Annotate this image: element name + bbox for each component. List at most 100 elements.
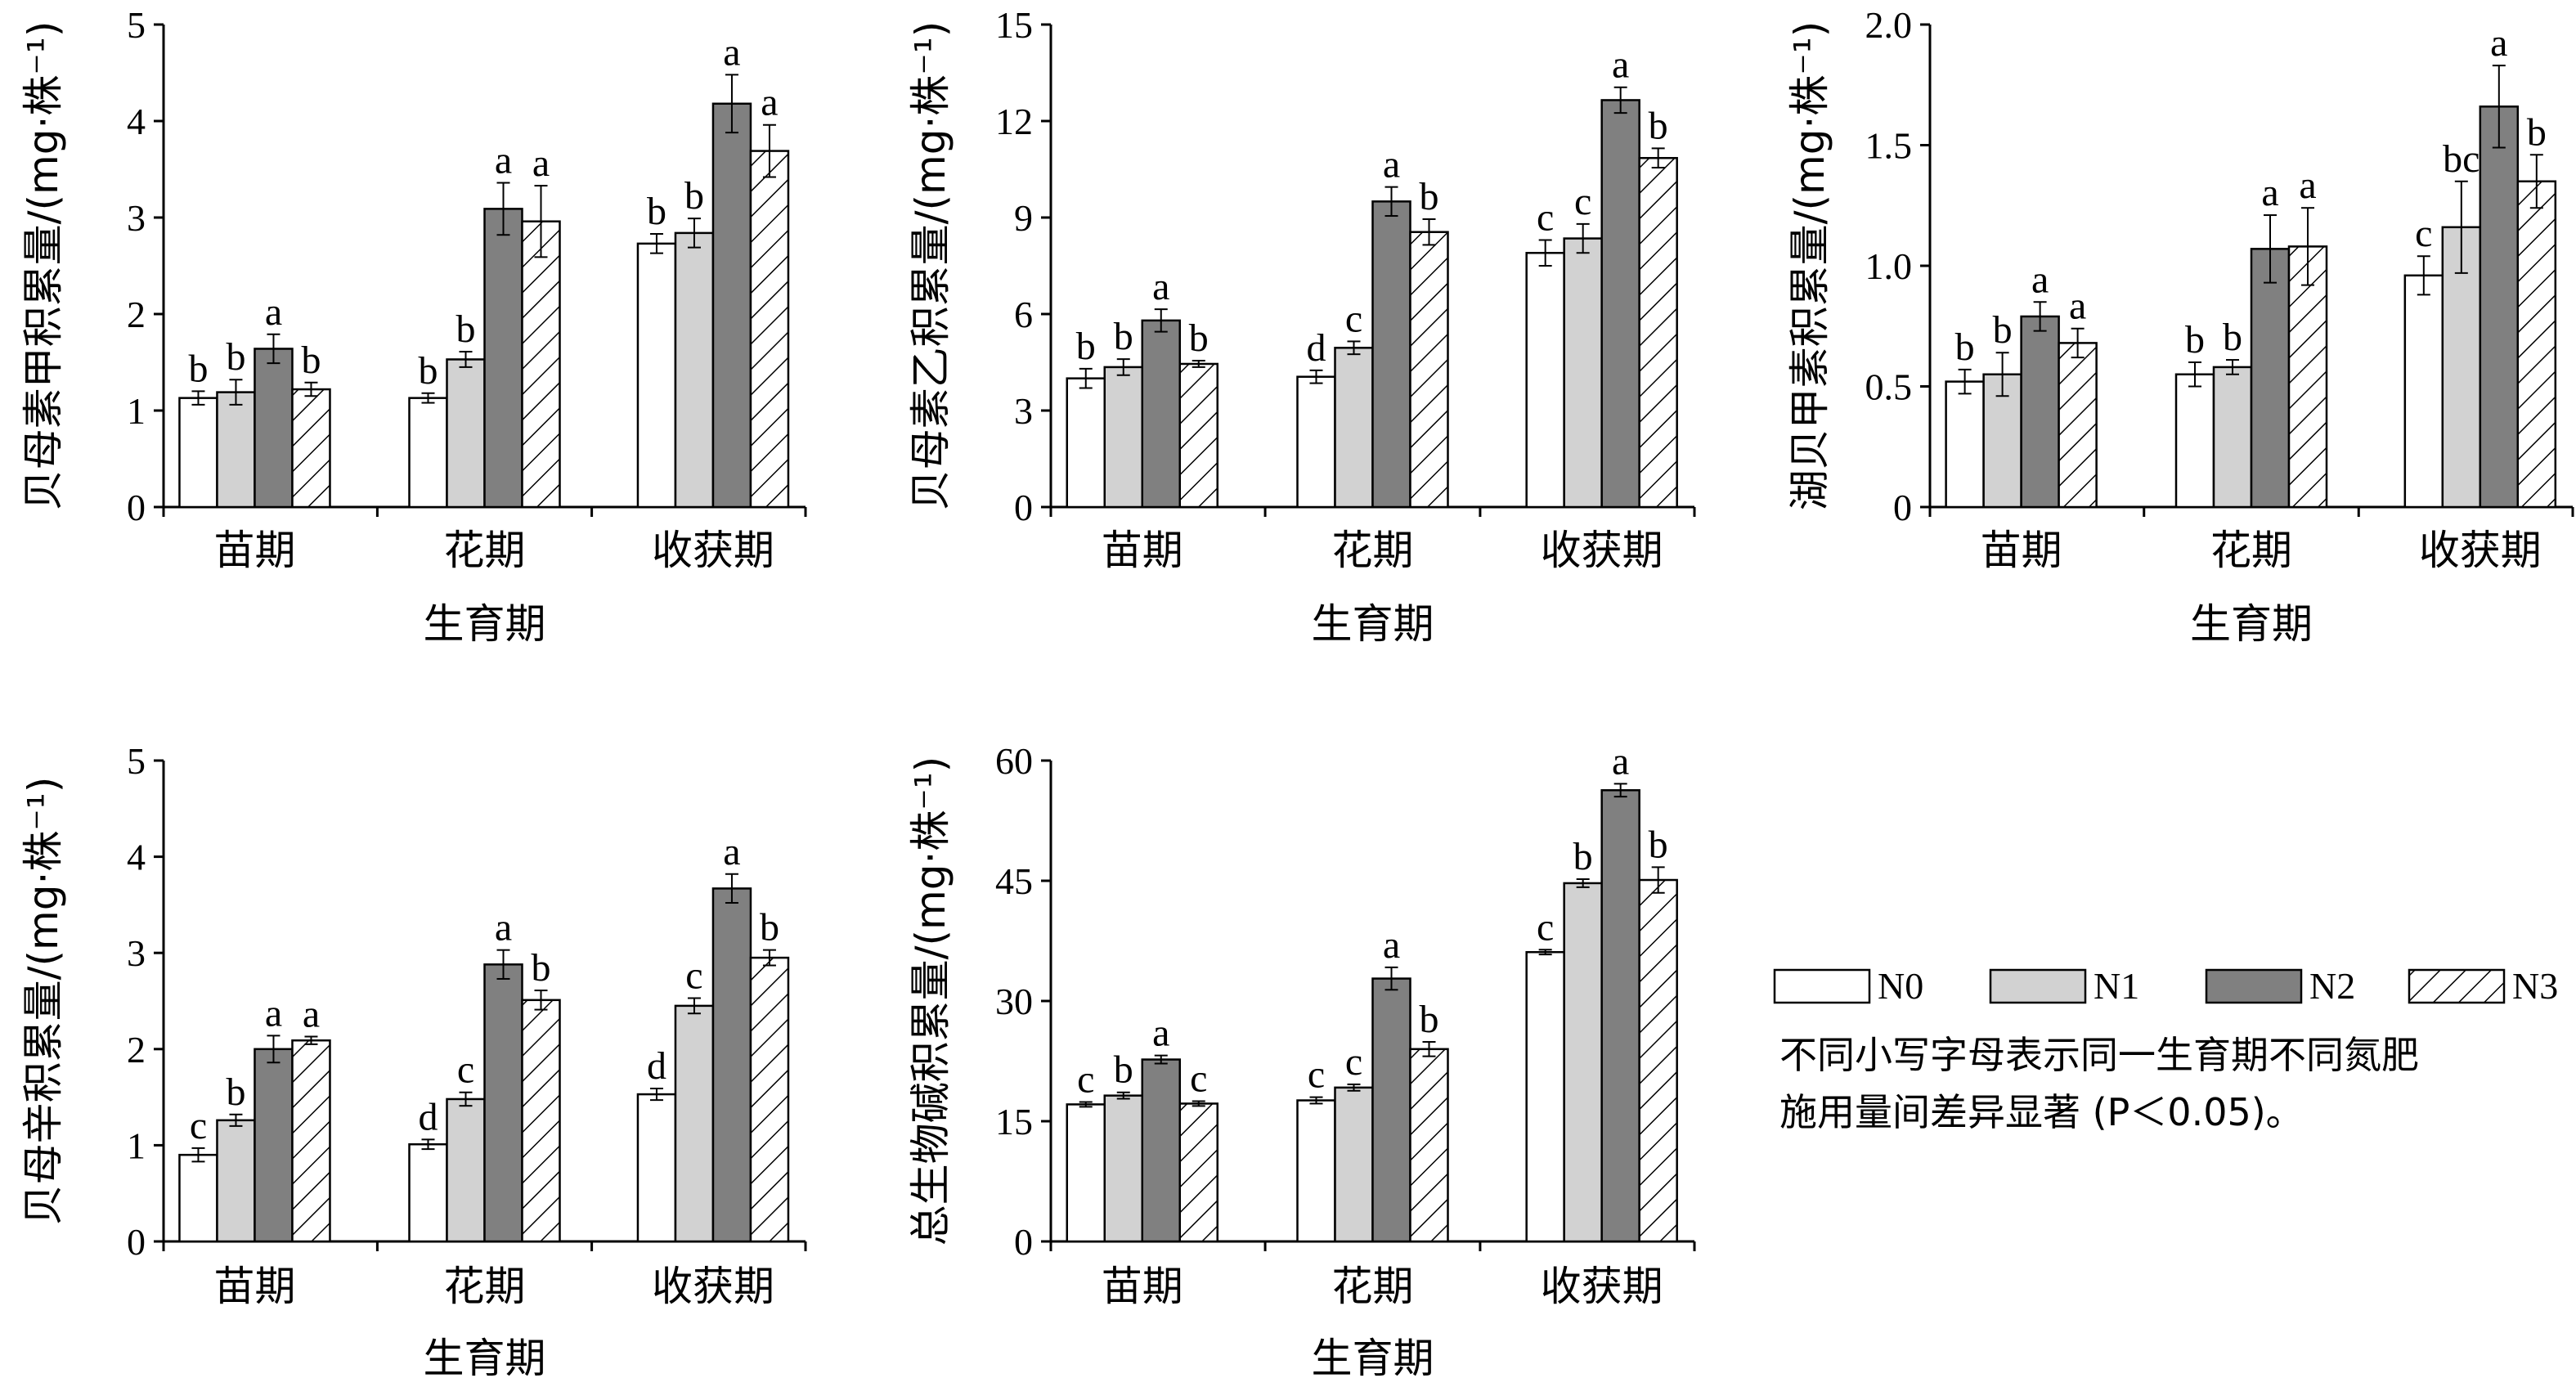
bar-n2 <box>254 348 294 509</box>
significance-letter: b <box>1420 175 1439 218</box>
significance-letter: a <box>723 830 740 873</box>
bar-n2 <box>1600 99 1640 509</box>
x-category-label: 收获期 <box>2419 527 2542 574</box>
bar-n2 <box>1600 789 1640 1243</box>
significance-letter: b <box>2185 318 2205 361</box>
bar-n3 <box>521 999 561 1243</box>
y-tick-label: 1 <box>127 390 146 432</box>
y-tick-label: 2.0 <box>1865 4 1913 46</box>
significance-letter: a <box>1612 739 1629 783</box>
significance-note: 不同小写字母表示同一生育期不同氮肥 施用量间差异显著 (P＜0.05)。 <box>1779 1033 2419 1134</box>
x-category-label: 苗期 <box>1981 527 2062 574</box>
significance-letter: b <box>188 347 208 390</box>
legend-swatch-n2 <box>2205 968 2303 1004</box>
x-category-label: 苗期 <box>213 1263 295 1310</box>
bar-n1 <box>2212 366 2253 509</box>
bar-n2 <box>711 102 752 509</box>
y-tick-label: 5 <box>127 740 146 782</box>
legend-label-n0: N0 <box>1878 965 1923 1007</box>
bar-n3 <box>1638 156 1678 509</box>
bar-n3 <box>1178 362 1219 509</box>
significance-letter: c <box>1574 180 1591 223</box>
significance-letter: a <box>1152 1012 1169 1055</box>
significance-letter: a <box>2031 258 2049 301</box>
x-category-label: 苗期 <box>1102 527 1183 574</box>
significance-letter: a <box>2299 164 2316 207</box>
y-axis-title: 贝母素甲积累量/(mg·株⁻¹) <box>20 21 67 511</box>
y-tick-label: 0 <box>1014 1221 1033 1263</box>
y-tick-label: 4 <box>127 837 146 878</box>
significance-letter: d <box>647 1044 666 1088</box>
significance-letter: b <box>1993 308 2013 352</box>
bar-n1 <box>1103 1094 1144 1243</box>
bar-n0 <box>408 1142 448 1243</box>
bar-n0 <box>178 1153 218 1243</box>
significance-letter: a <box>2069 285 2086 328</box>
significance-letter: b <box>1955 325 1975 369</box>
bar-n0 <box>1296 1099 1336 1243</box>
x-category-label: 花期 <box>1332 1263 1414 1310</box>
x-category-label: 收获期 <box>1541 1263 1663 1310</box>
significance-letter: b <box>647 190 666 233</box>
bar-n1 <box>1334 347 1374 509</box>
significance-letter: b <box>226 1071 245 1114</box>
significance-letter: a <box>532 141 550 185</box>
y-tick-label: 0 <box>127 487 146 528</box>
significance-letter: b <box>1076 325 1096 368</box>
significance-letter: c <box>2415 212 2432 255</box>
y-tick-label: 3 <box>1014 390 1033 432</box>
significance-letter: b <box>1649 823 1668 866</box>
bar-n3 <box>291 388 331 509</box>
bar-n2 <box>2250 248 2291 509</box>
x-axis-title: 生育期 <box>1312 1335 1434 1382</box>
legend-swatch-n3 <box>2408 968 2506 1004</box>
legend-swatch-n0 <box>1773 968 1871 1004</box>
y-tick-label: 30 <box>995 981 1033 1022</box>
note-line-2: 施用量间差异显著 (P＜0.05)。 <box>1779 1090 2304 1134</box>
significance-letter: b <box>2223 316 2242 359</box>
significance-letter: c <box>1537 196 1554 240</box>
significance-letter: c <box>685 954 702 997</box>
significance-letter: c <box>1345 1040 1362 1084</box>
significance-letter: a <box>1383 143 1400 186</box>
bar-n0 <box>1945 380 1985 509</box>
significance-letter: b <box>301 339 321 382</box>
x-category-label: 花期 <box>2210 527 2292 574</box>
significance-letter: b <box>456 307 476 351</box>
y-tick-label: 60 <box>995 740 1033 782</box>
bar-n3 <box>1638 878 1678 1243</box>
significance-letter: c <box>190 1104 207 1147</box>
significance-letter: b <box>532 946 551 990</box>
significance-letter: b <box>760 906 779 949</box>
x-category-label: 收获期 <box>652 527 774 574</box>
bar-n3 <box>1409 231 1449 509</box>
bar-n1 <box>1563 882 1603 1243</box>
bar-n1 <box>1334 1086 1374 1243</box>
y-tick-label: 4 <box>127 101 146 142</box>
bar-n3 <box>749 956 790 1243</box>
legend-label-n3: N3 <box>2512 965 2558 1007</box>
y-tick-label: 0.5 <box>1865 366 1913 408</box>
bar-n2 <box>254 1048 294 1243</box>
significance-letter: a <box>761 81 778 124</box>
y-tick-label: 15 <box>995 1101 1033 1142</box>
bar-n3 <box>291 1039 331 1243</box>
significance-letter: a <box>265 991 282 1035</box>
significance-letter: c <box>1308 1053 1325 1097</box>
significance-letter: a <box>2261 171 2278 214</box>
significance-letter: a <box>495 906 512 949</box>
bar-n0 <box>1525 950 1565 1243</box>
y-tick-label: 3 <box>127 932 146 974</box>
significance-letter: b <box>226 335 245 379</box>
y-tick-label: 1.5 <box>1865 125 1913 167</box>
bar-n3 <box>2058 342 2098 509</box>
y-axis-title: 贝母素乙积累量/(mg·株⁻¹) <box>907 21 954 511</box>
significance-letter: b <box>1573 835 1593 878</box>
significance-letter: b <box>1189 316 1209 360</box>
significance-letter: c <box>1077 1057 1094 1101</box>
